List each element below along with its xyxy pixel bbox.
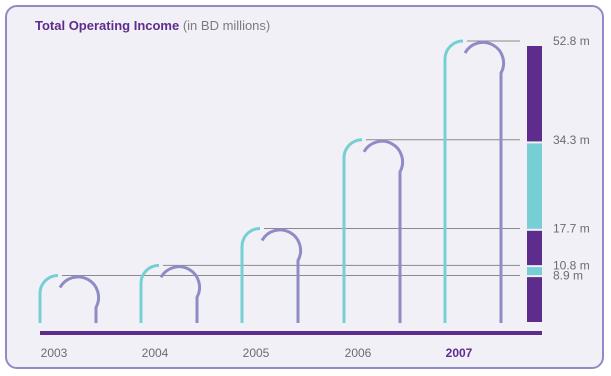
bar-inner-2007 [463,40,506,323]
bar-2005 [240,226,261,323]
stack-segment [527,46,542,142]
bar-2007 [443,39,464,323]
bar-2006 [342,138,363,323]
x-tick-label-2004: 2004 [142,346,169,360]
x-tick-label-2007: 2007 [446,346,473,360]
chart-subtitle: (in BD millions) [182,18,271,33]
x-tick-label-2003: 2003 [41,346,68,360]
x-tick-label-2005: 2005 [243,346,270,360]
bar-inner-2005 [260,228,303,323]
value-label-2006: 34.3 m [553,133,590,147]
bar-inner-2006 [362,139,405,323]
value-label-2003: 8.9 m [553,268,583,282]
bar-inner-2004 [159,265,202,323]
bar-2003 [38,273,59,323]
chart-title: Total Operating Income (in BD millions) [35,18,270,33]
chart-title-main: Total Operating Income [35,18,180,33]
stack-segment [527,277,542,322]
stack-segment [527,267,542,276]
bar-inner-2003 [58,275,101,323]
value-label-2007: 52.8 m [553,34,590,48]
x-tick-label-2006: 2006 [345,346,372,360]
value-label-2005: 17.7 m [553,221,590,235]
stack-segment [527,230,542,266]
bar-2004 [139,263,160,323]
stack-segment [527,143,542,229]
value-label-2004: 10.8 m [553,258,590,272]
